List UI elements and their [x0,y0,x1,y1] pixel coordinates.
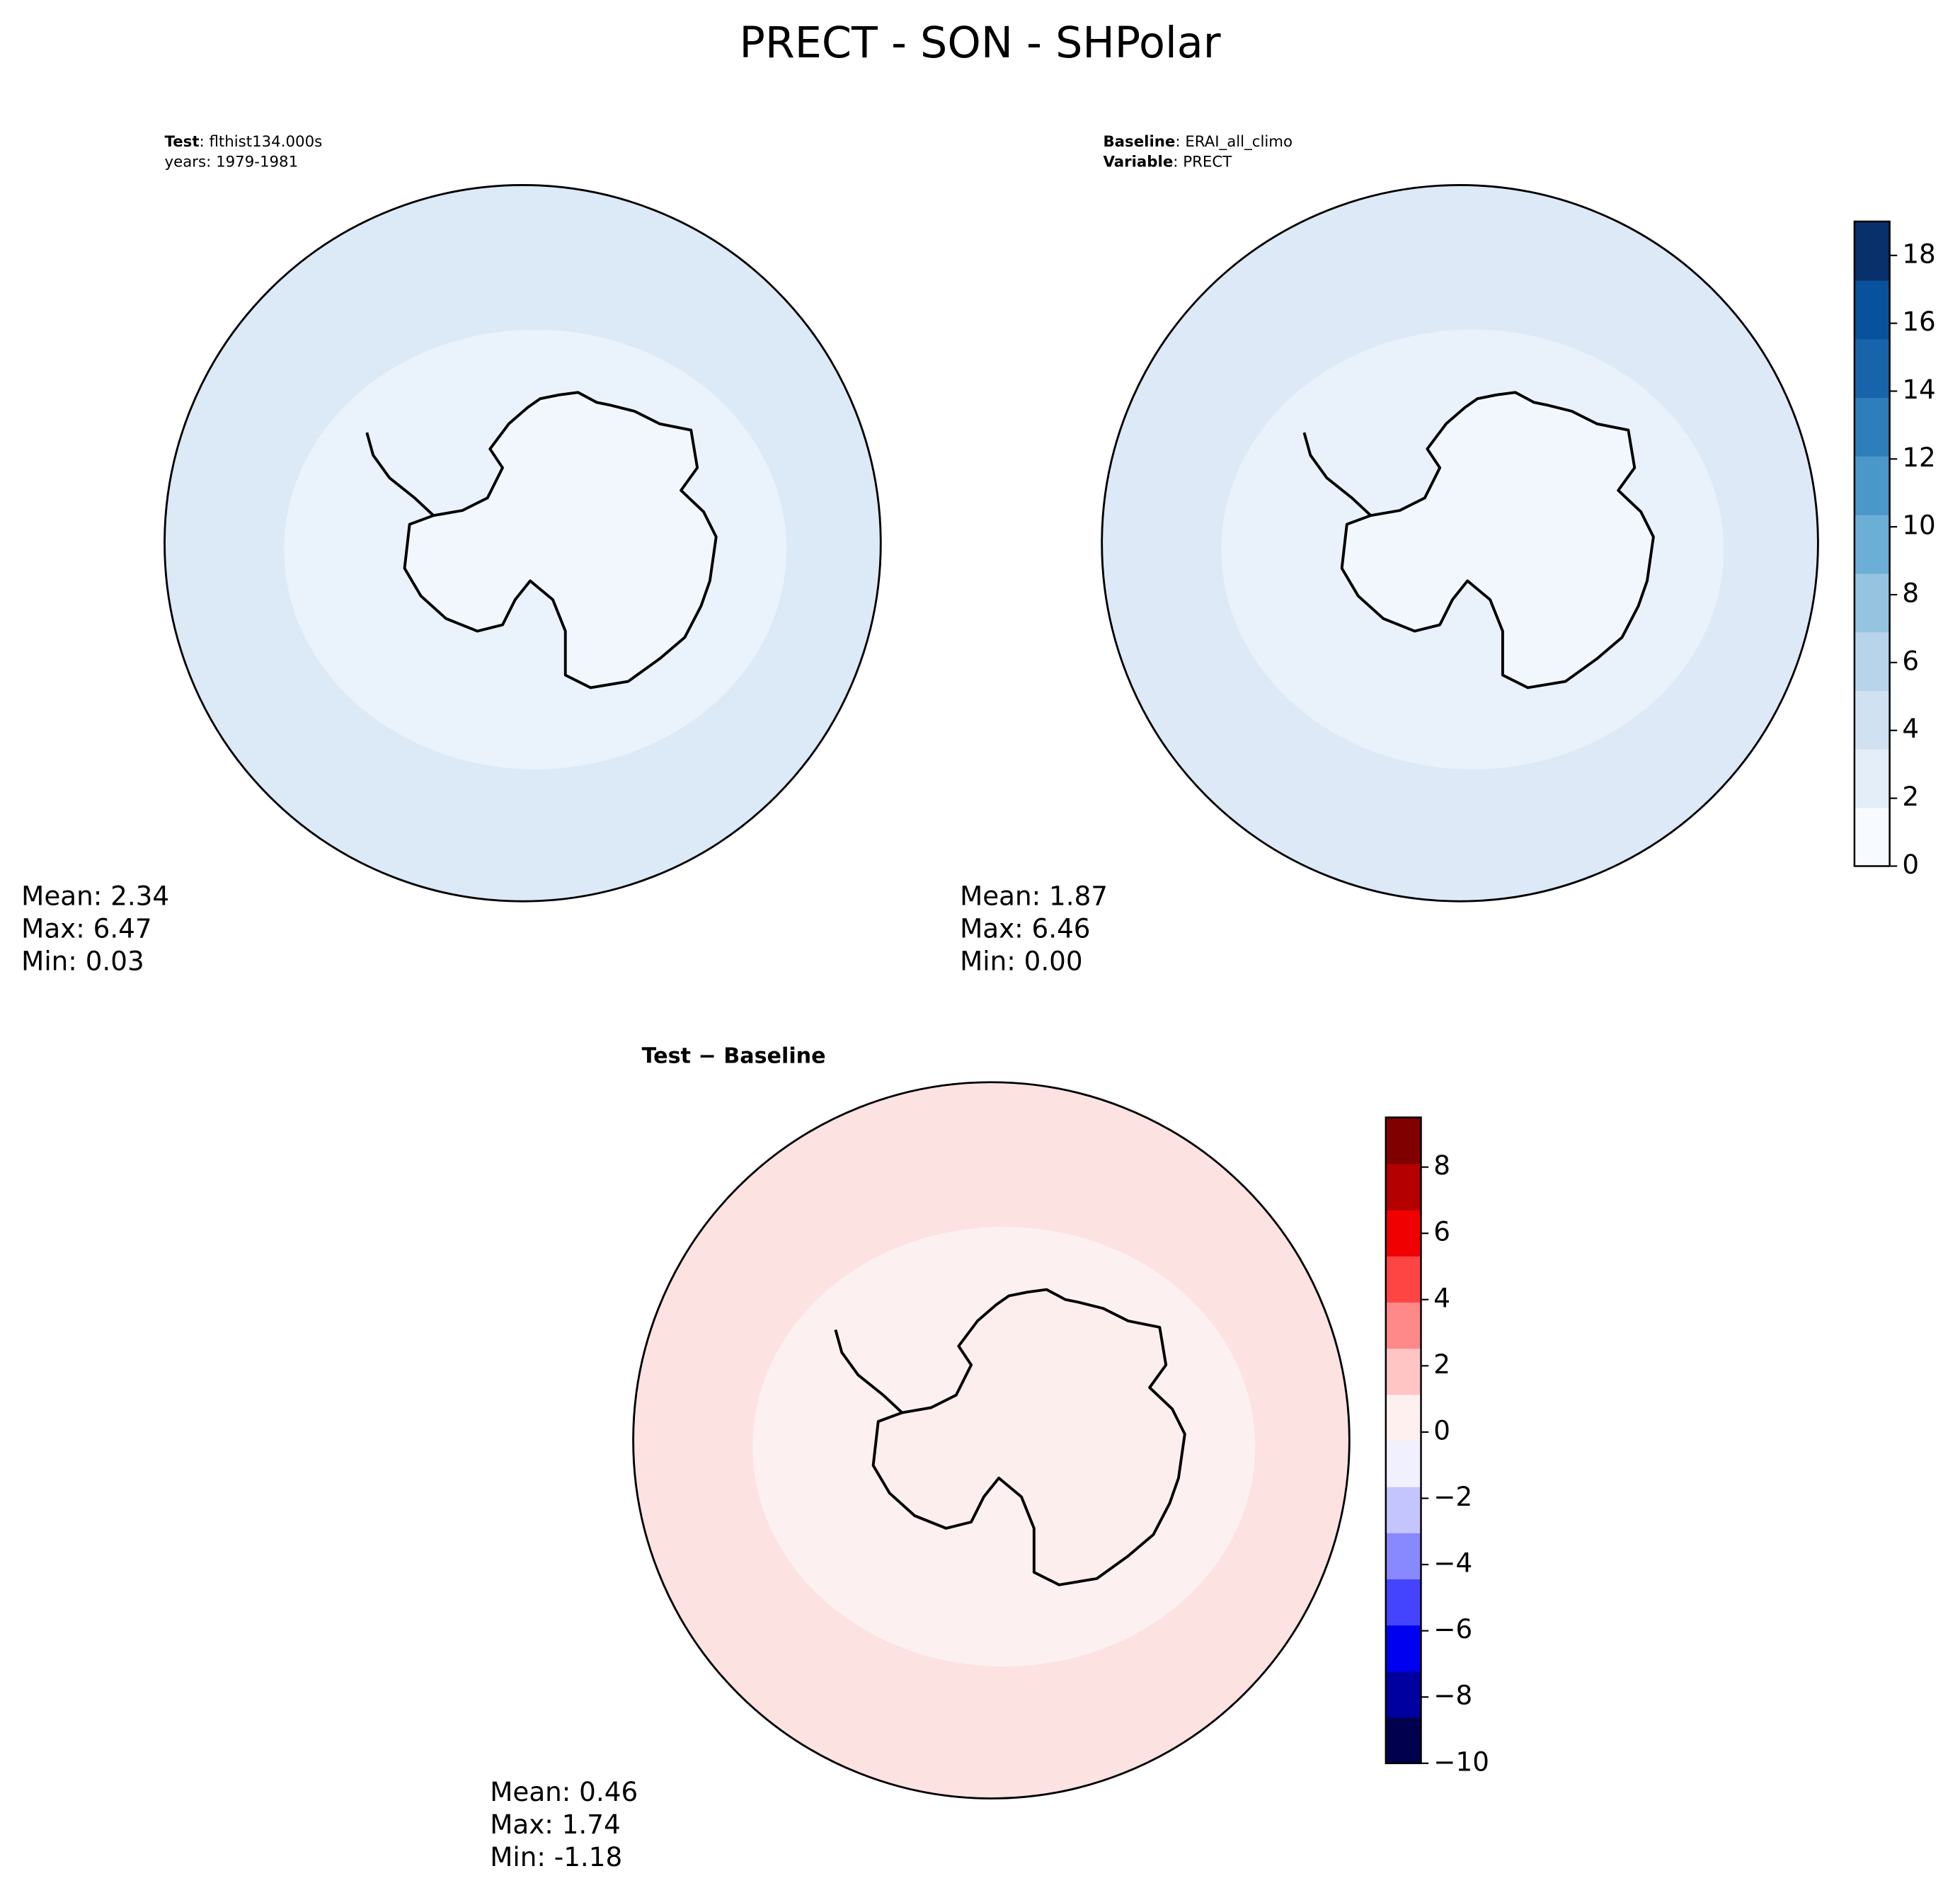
colorbar-tick-label: 2 [1902,781,1919,812]
stat-line: Min: 0.00 [960,946,1083,977]
colorbar-tick-label: −2 [1433,1481,1472,1512]
colorbar-band [1385,1532,1421,1580]
stat-line: Max: 6.46 [960,912,1090,944]
header-key: Test [165,133,200,151]
colorbar-band [1854,690,1890,750]
stat-line: Max: 1.74 [490,1809,620,1840]
colorbar-band [1385,1671,1421,1718]
colorbar-band [1385,1394,1421,1441]
map-border [164,183,882,903]
colorbar-frame [1853,220,1891,867]
colorbar-tick-label: −4 [1433,1547,1472,1579]
colorbar-tick-label: 8 [1433,1150,1450,1181]
stat-line: Min: 0.03 [21,946,144,977]
colorbar-band [1385,1625,1421,1672]
colorbar-band [1385,1302,1421,1349]
colorbar-tick-label: −10 [1433,1746,1489,1777]
panels: Test: flthist134.000s years: 1979-1981 Mea… [21,133,1936,1872]
colorbar-band [1854,807,1890,867]
panel-header: Baseline: ERAI_all_climo [1103,133,1293,151]
colorbar-band [1385,1209,1421,1257]
header-key: Variable [1103,153,1173,171]
stat-line: Min: -1.18 [490,1841,622,1872]
colorbar-band [1854,514,1890,574]
colorbar-tick-label: 2 [1433,1349,1450,1380]
panel-header: years: 1979-1981 [165,153,299,171]
colorbar-tick-label: −6 [1433,1613,1472,1644]
colorbar-band [1854,280,1890,340]
colorbar-tick-label: 4 [1902,713,1919,744]
header-key: Baseline [1103,133,1175,151]
colorbar-band [1385,1348,1421,1395]
colorbar-tick-label: 6 [1433,1216,1450,1247]
stat-line: Mean: 2.34 [21,880,169,911]
colorbar-band [1854,631,1890,691]
colorbar-tick-label: 12 [1902,442,1935,473]
colorbar-tick-label: 8 [1902,578,1919,609]
colorbar-tick-label: 16 [1902,306,1935,337]
panel-title: Test − Baseline [642,1044,826,1069]
colorbar-tick-label: 4 [1433,1282,1450,1313]
stat-line: Mean: 1.87 [960,880,1108,911]
colorbar-frame [1385,1116,1422,1765]
colorbar-band [1854,455,1890,515]
stat-line: Max: 6.47 [21,912,151,944]
colorbar-tick-label: 14 [1902,374,1935,405]
figure-title: PRECT - SON - SHPolar [739,18,1220,68]
colorbar-band [1385,1163,1421,1211]
colorbar-band [1385,1255,1421,1303]
colorbar-band [1854,748,1890,808]
colorbar-band [1385,1440,1421,1487]
colorbar-band [1385,1579,1421,1626]
header-text: : PRECT [1173,153,1232,171]
map-border [632,1081,1351,1800]
colorbar-band [1385,1486,1421,1533]
panel-header: Variable: PRECT [1103,153,1232,171]
header-text: : flthist134.000s [200,133,323,151]
colorbar-band [1385,1117,1421,1165]
colorbar-tick-label: 10 [1902,510,1935,541]
header-text: : ERAI_all_climo [1175,133,1293,151]
panel-header: Test: flthist134.000s [165,133,323,151]
colorbar-tick-label: 18 [1902,238,1935,269]
colorbar-tick-label: −8 [1433,1680,1472,1711]
stat-line: Mean: 0.46 [490,1776,638,1807]
header-text: years: 1979-1981 [165,153,299,171]
map-border [1101,183,1819,903]
colorbar-band [1854,221,1890,281]
colorbar-tick-label: 0 [1902,849,1919,880]
colorbar-band [1854,573,1890,633]
colorbar-tick-label: 0 [1433,1414,1450,1446]
colorbar-tick-label: 6 [1902,645,1919,676]
colorbar-band [1854,338,1890,399]
colorbar-band [1854,397,1890,457]
map-panel: Test: flthist134.000s years: 1979-1981 Mea… [21,133,882,977]
colorbar-band [1385,1717,1421,1764]
